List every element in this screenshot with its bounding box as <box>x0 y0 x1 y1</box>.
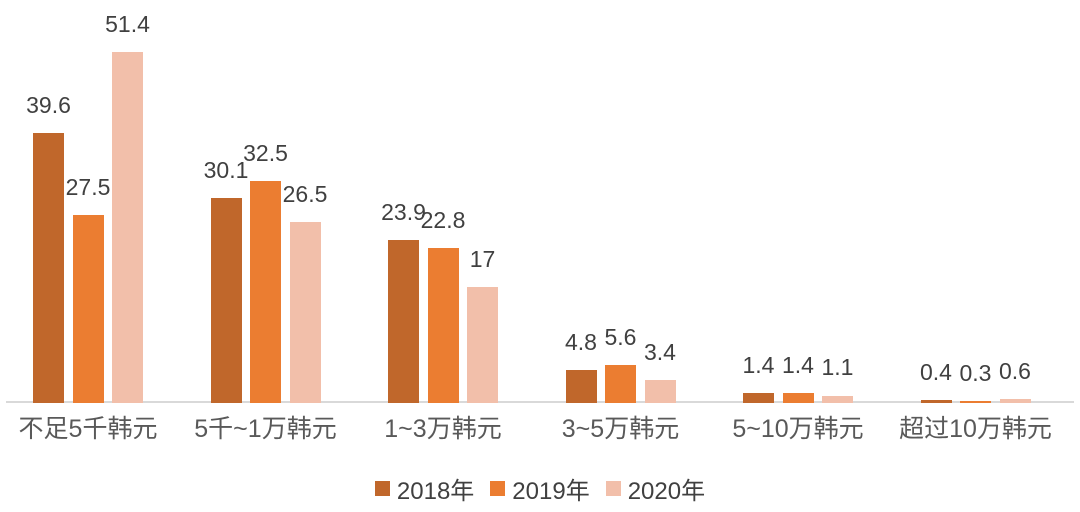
bar <box>388 240 419 403</box>
bar <box>250 181 281 403</box>
bar <box>427 247 459 403</box>
value-label: 32.5 <box>243 140 288 167</box>
value-label: 0.6 <box>999 357 1031 384</box>
value-label: 1.4 <box>742 352 775 379</box>
value-label: 4.8 <box>565 329 597 356</box>
bar <box>33 132 64 403</box>
legend-label: 2019年 <box>512 477 590 505</box>
bar <box>999 398 1031 403</box>
value-label: 3.4 <box>644 338 676 365</box>
legend-item: 2020年 <box>605 471 706 506</box>
bar <box>644 379 676 403</box>
value-label: 1.1 <box>821 354 854 381</box>
x-axis-line <box>6 401 1074 403</box>
bar <box>565 370 597 403</box>
value-label: 0.4 <box>920 359 952 386</box>
category-label: 5千~1万韩元 <box>194 415 337 443</box>
bar <box>960 400 991 403</box>
value-label: 51.4 <box>105 11 150 38</box>
legend-label: 2018年 <box>396 477 475 505</box>
category-label: 3~5万韩元 <box>561 415 680 443</box>
bar <box>467 287 498 403</box>
value-label: 26.5 <box>282 181 328 208</box>
value-label: 22.8 <box>420 206 466 233</box>
value-label: 5.6 <box>604 323 637 350</box>
value-label: 23.9 <box>381 199 426 225</box>
legend-swatch-icon <box>490 480 506 496</box>
bar <box>289 222 321 403</box>
category-label: 5~10万韩元 <box>732 415 864 443</box>
legend-swatch-icon <box>605 480 621 496</box>
bar <box>605 364 636 403</box>
value-label: 1.4 <box>782 352 814 379</box>
value-label: 0.3 <box>959 359 992 386</box>
category-label: 1~3万韩元 <box>384 415 502 443</box>
value-label: 39.6 <box>26 91 71 118</box>
value-label: 27.5 <box>65 174 111 201</box>
legend-item: 2019年 <box>490 471 590 506</box>
value-label: 17 <box>469 246 496 273</box>
legend-label: 2020年 <box>627 477 706 505</box>
category-label: 超过10万韩元 <box>899 415 1052 443</box>
bar <box>743 393 774 403</box>
value-label: 30.1 <box>203 156 249 183</box>
bar <box>210 197 242 403</box>
bar <box>72 215 104 403</box>
category-label: 不足5千韩元 <box>18 415 158 443</box>
legend-swatch-icon <box>374 480 390 496</box>
legend: 2018年 2019年 2020年 <box>0 471 1080 506</box>
bar <box>782 393 814 403</box>
bar <box>112 52 143 403</box>
bar <box>920 400 952 403</box>
legend-item: 2018年 <box>374 471 475 506</box>
bar <box>822 395 853 403</box>
